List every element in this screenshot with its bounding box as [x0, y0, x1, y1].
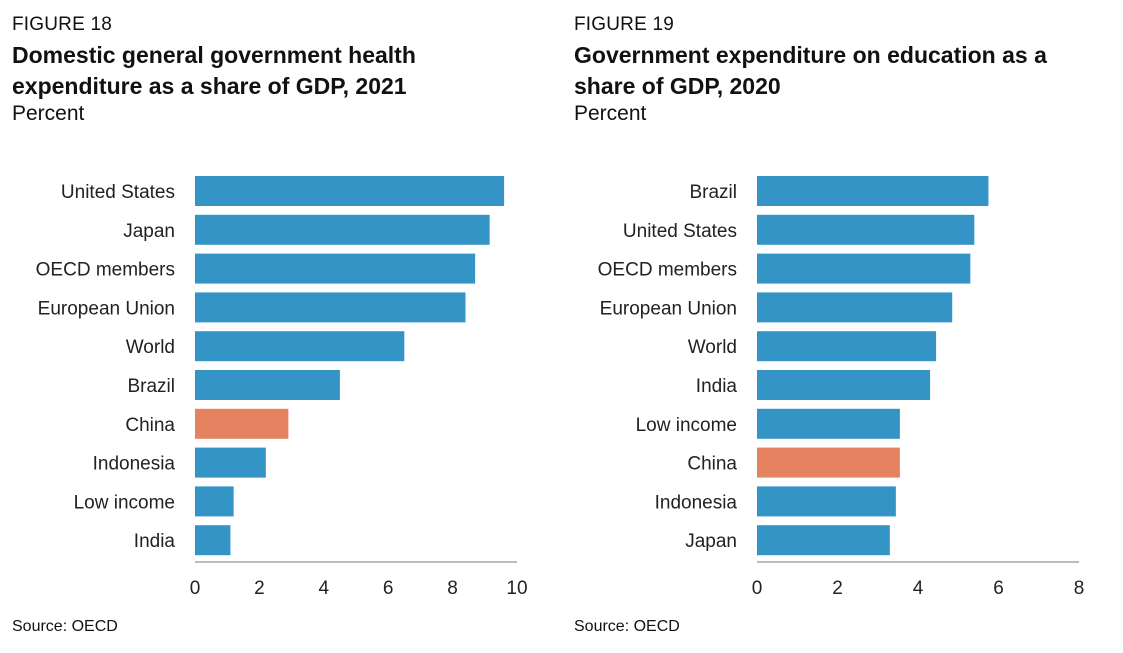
category-label: United States — [623, 221, 737, 242]
category-label: Low income — [74, 492, 175, 513]
bar — [195, 486, 234, 517]
x-tick-label: 6 — [383, 578, 394, 599]
chart-subtitle: Percent — [574, 102, 647, 125]
bar — [195, 447, 266, 478]
bar — [757, 525, 890, 556]
bar — [757, 253, 971, 284]
bar — [195, 253, 476, 284]
chart-subtitle: Percent — [12, 102, 85, 125]
x-tick-label: 4 — [913, 578, 924, 599]
category-label: United States — [61, 182, 175, 203]
category-label: Low income — [636, 415, 737, 436]
category-label: Indonesia — [655, 492, 738, 513]
source-note: Source: OECD — [574, 618, 680, 635]
chart-title: Domestic general government health expen… — [12, 42, 416, 99]
bar — [757, 370, 931, 400]
category-label: Brazil — [127, 376, 175, 397]
category-label: India — [134, 531, 176, 552]
bar — [195, 370, 340, 400]
category-label: OECD members — [598, 260, 737, 281]
bar — [757, 292, 953, 323]
x-tick-label: 0 — [190, 578, 201, 599]
chart-title: Government expenditure on education as a… — [574, 42, 1047, 99]
bar — [757, 408, 900, 439]
category-label: European Union — [38, 298, 175, 319]
figure-19-panel: FIGURE 19 Government expenditure on educ… — [562, 0, 1122, 653]
x-tick-label: 2 — [832, 578, 843, 599]
bar — [195, 525, 231, 556]
figure-18-panel: FIGURE 18 Domestic general government he… — [0, 0, 560, 653]
bar-highlight — [757, 447, 900, 478]
bar — [195, 214, 490, 245]
figure-label: FIGURE 19 — [574, 14, 674, 35]
category-label: Indonesia — [93, 454, 176, 475]
bar-highlight — [195, 408, 289, 439]
category-label: European Union — [600, 298, 737, 319]
category-label: India — [696, 376, 738, 397]
bar — [757, 214, 975, 245]
source-note: Source: OECD — [12, 618, 118, 635]
bar — [757, 331, 937, 362]
figure-label: FIGURE 18 — [12, 14, 112, 35]
bar-chart: Brazil United States OECD members European … — [598, 176, 1085, 599]
bar — [195, 176, 505, 206]
bar — [757, 176, 989, 206]
x-tick-label: 0 — [752, 578, 763, 599]
x-tick-label: 4 — [319, 578, 330, 599]
category-label: World — [688, 337, 737, 358]
category-label: Japan — [685, 531, 737, 552]
x-tick-label: 6 — [993, 578, 1004, 599]
category-label: China — [687, 454, 737, 475]
category-label: China — [125, 415, 175, 436]
category-label: Brazil — [689, 182, 737, 203]
bar-chart: United States Japan OECD members European U… — [36, 176, 528, 599]
category-label: World — [126, 337, 175, 358]
category-label: Japan — [123, 221, 175, 242]
bar — [195, 292, 466, 323]
bar — [195, 331, 405, 362]
x-tick-label: 8 — [1074, 578, 1085, 599]
x-tick-label: 2 — [254, 578, 265, 599]
x-tick-label: 8 — [447, 578, 458, 599]
category-label: OECD members — [36, 260, 175, 281]
x-tick-label: 10 — [506, 578, 527, 599]
bar — [757, 486, 896, 517]
